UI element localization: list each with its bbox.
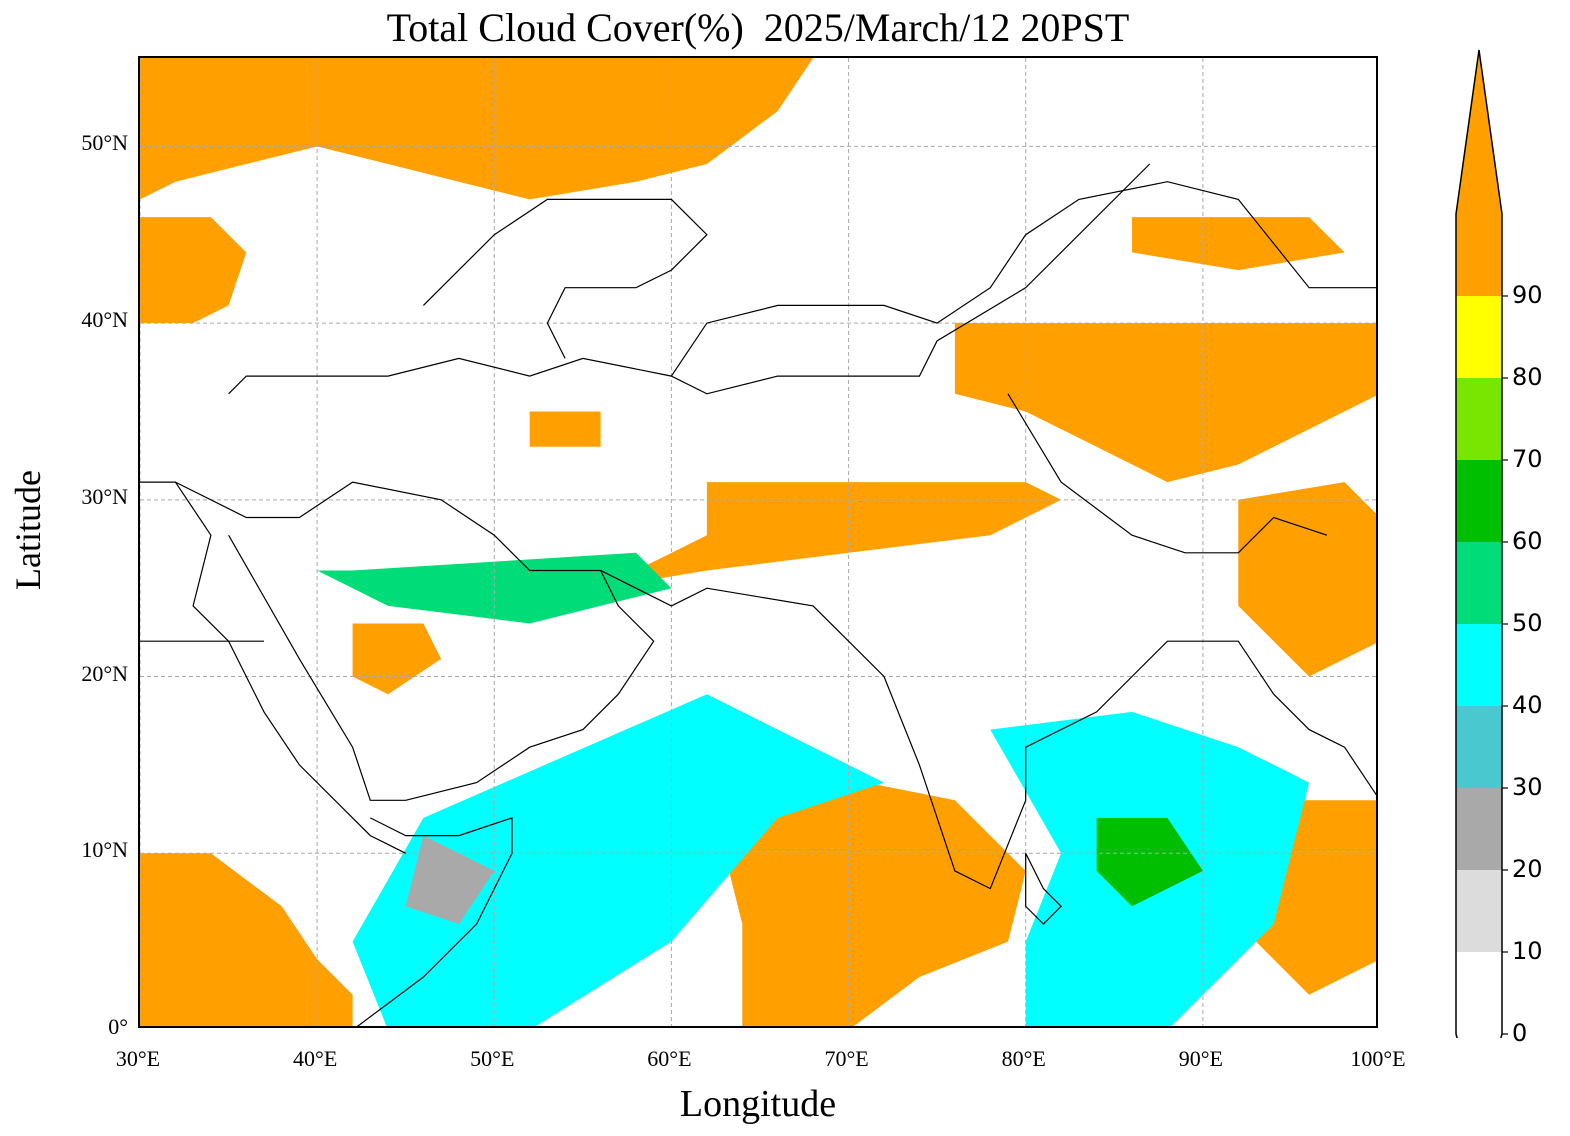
cloud-region-90-3 xyxy=(600,482,1062,589)
colorbar-tick-label: 20 xyxy=(1512,855,1543,883)
colorbar-segment-0 xyxy=(1456,952,1502,1034)
coastline-border-5 xyxy=(422,198,708,359)
map-plot-area[interactable] xyxy=(138,56,1378,1028)
coastline-border-4 xyxy=(140,481,406,854)
cloud-region-90-5 xyxy=(140,853,353,1026)
coastline-border-3 xyxy=(356,817,513,1026)
colorbar-tick-label: 60 xyxy=(1512,527,1543,555)
coastline-border-9 xyxy=(1025,853,1062,925)
colorbar-tick-label: 0 xyxy=(1512,1019,1528,1047)
cloud-region-40-12 xyxy=(352,694,884,1026)
colorbar-segment-40 xyxy=(1456,624,1502,706)
chart-title: Total Cloud Cover(%) 2025/March/12 20PST xyxy=(386,5,1130,50)
colorbar-tick-label: 50 xyxy=(1512,609,1543,637)
cloud-region-90-10 xyxy=(1132,217,1345,271)
x-tick-label: 70°E xyxy=(824,1046,869,1071)
cloud-region-90-4 xyxy=(724,764,1026,1026)
colorbar-segment-70 xyxy=(1456,378,1502,460)
coastline-border-1 xyxy=(175,481,1376,890)
cloud-region-90-0 xyxy=(140,58,814,200)
y-tick-label: 10°N xyxy=(81,837,128,863)
colorbar-segment-60 xyxy=(1456,460,1502,542)
colorbar-tick-label: 30 xyxy=(1512,773,1543,801)
x-tick-label: 80°E xyxy=(1001,1046,1046,1071)
y-tick-label: 50°N xyxy=(81,130,128,156)
colorbar-tick-label: 70 xyxy=(1512,445,1543,473)
x-axis-label: Longitude xyxy=(679,1083,837,1125)
x-tick-label: 30°E xyxy=(115,1046,161,1071)
cloud-region-20-15 xyxy=(405,835,495,924)
colorbar-segment-20 xyxy=(1456,788,1502,870)
colorbar-extend-max xyxy=(1456,50,1502,214)
cloud-region-90-8 xyxy=(352,623,442,695)
y-tick-label: 40°N xyxy=(81,307,128,333)
coastline-border-2 xyxy=(228,534,655,801)
x-tick-label: 40°E xyxy=(293,1046,338,1071)
coastline-border-6 xyxy=(670,181,1376,377)
colorbar-segment-30 xyxy=(1456,706,1502,788)
colorbar xyxy=(1455,49,1508,1038)
y-tick-label: 0° xyxy=(108,1014,128,1039)
colorbar-tick-label: 90 xyxy=(1512,281,1543,309)
x-tick-label: 50°E xyxy=(470,1046,515,1071)
colorbar-tick-label: 10 xyxy=(1512,937,1543,965)
x-tick-label: 60°E xyxy=(647,1046,692,1071)
y-tick-label: 30°N xyxy=(81,483,128,509)
cloud-region-60-14 xyxy=(1096,817,1203,907)
cloud-region-90-1 xyxy=(140,217,247,324)
cloud-region-90-2 xyxy=(954,323,1376,483)
colorbar-segment-90 xyxy=(1456,214,1502,296)
cloud-region-90-9 xyxy=(529,411,601,447)
y-axis-label: Latitude xyxy=(8,470,48,590)
coastline-border-7 xyxy=(1007,393,1328,554)
x-tick-label: 100°E xyxy=(1350,1046,1406,1071)
colorbar-extend-min xyxy=(1456,1034,1502,1038)
cloud-region-90-6 xyxy=(1238,482,1376,677)
y-tick-label: 20°N xyxy=(81,660,128,686)
colorbar-segment-80 xyxy=(1456,296,1502,378)
x-tick-label: 90°E xyxy=(1178,1046,1223,1071)
colorbar-segment-50 xyxy=(1456,542,1502,624)
cloud-cover-map xyxy=(140,58,1376,1026)
colorbar-segment-10 xyxy=(1456,870,1502,952)
colorbar-tick-label: 40 xyxy=(1512,691,1543,719)
colorbar-tick-label: 80 xyxy=(1512,363,1543,391)
